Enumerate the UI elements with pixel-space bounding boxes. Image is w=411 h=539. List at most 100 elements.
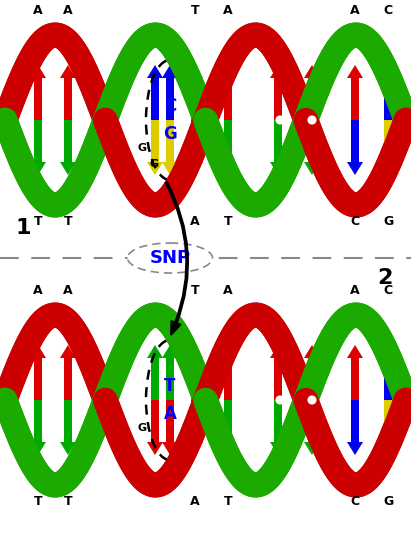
Bar — [308, 78, 316, 120]
Text: A: A — [63, 4, 73, 17]
Text: T: T — [64, 495, 72, 508]
Polygon shape — [162, 65, 178, 78]
Bar — [166, 78, 174, 120]
Bar — [191, 78, 199, 120]
Text: T: T — [34, 215, 42, 228]
Bar — [274, 78, 282, 120]
Polygon shape — [270, 442, 286, 455]
Bar — [34, 78, 42, 120]
Text: 1: 1 — [15, 218, 30, 238]
FancyArrowPatch shape — [166, 182, 188, 335]
Bar — [351, 120, 359, 162]
Bar — [64, 400, 72, 442]
Bar — [224, 358, 232, 400]
Polygon shape — [220, 442, 236, 455]
Ellipse shape — [127, 243, 212, 273]
Bar — [151, 400, 159, 442]
Polygon shape — [304, 65, 320, 78]
Text: G: G — [150, 159, 159, 169]
Bar — [384, 358, 392, 400]
Bar — [166, 400, 174, 442]
Bar — [34, 358, 42, 400]
Text: T: T — [191, 4, 199, 17]
Polygon shape — [147, 162, 163, 175]
Text: C: C — [383, 4, 393, 17]
Bar — [191, 120, 199, 162]
Bar — [384, 120, 392, 162]
Bar — [151, 120, 159, 162]
Polygon shape — [380, 345, 396, 358]
Bar — [64, 120, 72, 162]
Circle shape — [308, 116, 316, 124]
Bar — [274, 358, 282, 400]
Bar — [191, 400, 199, 442]
Text: G: G — [137, 423, 147, 433]
Circle shape — [276, 396, 284, 404]
Circle shape — [126, 116, 134, 124]
Polygon shape — [30, 162, 46, 175]
Polygon shape — [162, 345, 178, 358]
Text: C: C — [383, 284, 393, 297]
Polygon shape — [270, 65, 286, 78]
Text: 2: 2 — [378, 268, 393, 288]
Bar — [224, 400, 232, 442]
Polygon shape — [270, 345, 286, 358]
Bar — [151, 358, 159, 400]
Polygon shape — [347, 442, 363, 455]
Text: G: G — [383, 495, 393, 508]
Bar — [351, 78, 359, 120]
Text: T: T — [64, 215, 72, 228]
Polygon shape — [304, 162, 320, 175]
Bar — [151, 78, 159, 120]
Circle shape — [276, 116, 284, 124]
Text: A: A — [33, 4, 43, 17]
Polygon shape — [162, 442, 178, 455]
Text: A: A — [223, 4, 233, 17]
Text: G: G — [163, 125, 177, 143]
Polygon shape — [187, 442, 203, 455]
Text: A: A — [33, 284, 43, 297]
Polygon shape — [147, 345, 163, 358]
Polygon shape — [304, 442, 320, 455]
Bar — [224, 78, 232, 120]
Text: A: A — [350, 4, 360, 17]
Text: C: C — [351, 495, 360, 508]
Text: A: A — [63, 284, 73, 297]
Polygon shape — [60, 162, 76, 175]
Bar — [308, 400, 316, 442]
Polygon shape — [60, 65, 76, 78]
Polygon shape — [220, 162, 236, 175]
Polygon shape — [147, 65, 163, 78]
Text: T: T — [191, 284, 199, 297]
Text: C: C — [351, 215, 360, 228]
Bar — [191, 358, 199, 400]
Polygon shape — [187, 65, 203, 78]
Text: A: A — [223, 284, 233, 297]
Polygon shape — [347, 65, 363, 78]
Polygon shape — [347, 162, 363, 175]
Bar — [64, 78, 72, 120]
Bar — [166, 358, 174, 400]
Circle shape — [126, 396, 134, 404]
Text: A: A — [190, 215, 200, 228]
Text: SNP: SNP — [150, 249, 191, 267]
Bar — [384, 78, 392, 120]
Bar — [274, 120, 282, 162]
Polygon shape — [220, 345, 236, 358]
Text: A: A — [350, 284, 360, 297]
Polygon shape — [60, 345, 76, 358]
Polygon shape — [187, 162, 203, 175]
Polygon shape — [380, 442, 396, 455]
Bar — [351, 358, 359, 400]
Polygon shape — [30, 345, 46, 358]
Polygon shape — [187, 345, 203, 358]
Text: T: T — [164, 377, 175, 395]
Bar — [351, 400, 359, 442]
Bar — [34, 120, 42, 162]
Polygon shape — [270, 162, 286, 175]
Bar — [34, 400, 42, 442]
Polygon shape — [162, 162, 178, 175]
Text: A: A — [190, 495, 200, 508]
Circle shape — [308, 396, 316, 404]
Text: T: T — [224, 215, 232, 228]
